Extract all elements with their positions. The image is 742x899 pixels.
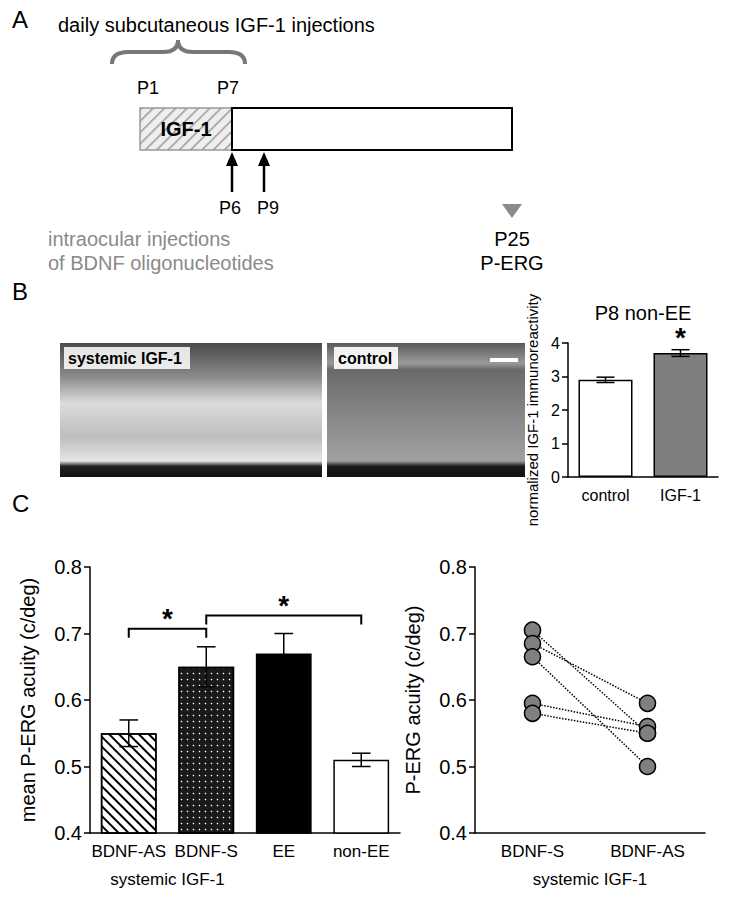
svg-text:0.5: 0.5 [54, 756, 82, 778]
svg-text:P9: P9 [257, 198, 279, 218]
svg-text:of BDNF oligonucleotides: of BDNF oligonucleotides [48, 252, 274, 274]
svg-text:BDNF-S: BDNF-S [501, 842, 564, 861]
svg-text:1: 1 [551, 435, 560, 452]
svg-text:P-ERG: P-ERG [480, 252, 543, 274]
svg-text:P25: P25 [494, 228, 530, 250]
svg-text:systemic IGF-1: systemic IGF-1 [68, 350, 182, 367]
svg-text:*: * [278, 590, 289, 621]
svg-text:daily subcutaneous IGF-1 injec: daily subcutaneous IGF-1 injections [58, 14, 375, 36]
svg-text:0.4: 0.4 [54, 822, 82, 844]
svg-text:intraocular injections: intraocular injections [48, 228, 230, 250]
svg-text:P6: P6 [219, 198, 241, 218]
svg-text:0: 0 [551, 469, 560, 486]
svg-text:P1: P1 [137, 78, 159, 98]
svg-text:3: 3 [551, 368, 560, 385]
svg-text:*: * [675, 322, 686, 353]
svg-text:BDNF-S: BDNF-S [175, 842, 238, 861]
svg-text:systemic IGF-1: systemic IGF-1 [110, 870, 224, 889]
svg-text:control: control [338, 350, 392, 367]
svg-text:*: * [162, 603, 173, 634]
svg-text:non-EE: non-EE [333, 842, 390, 861]
svg-text:0.8: 0.8 [54, 556, 82, 578]
svg-text:B: B [12, 278, 28, 305]
svg-text:C: C [12, 490, 29, 517]
svg-text:P-ERG acuity (c/deg): P-ERG acuity (c/deg) [402, 606, 424, 795]
svg-text:0.8: 0.8 [439, 556, 467, 578]
svg-text:4: 4 [551, 335, 560, 352]
svg-text:BDNF-AS: BDNF-AS [91, 842, 166, 861]
svg-text:control: control [581, 487, 629, 504]
svg-text:A: A [12, 6, 28, 33]
svg-text:normalized IGF-1 immunoreactiv: normalized IGF-1 immunoreactivity [524, 293, 541, 526]
svg-text:EE: EE [272, 842, 295, 861]
svg-text:0.5: 0.5 [439, 756, 467, 778]
svg-text:0.7: 0.7 [54, 623, 82, 645]
svg-text:systemic IGF-1: systemic IGF-1 [533, 870, 647, 889]
svg-text:0.7: 0.7 [439, 623, 467, 645]
svg-text:IGF-1: IGF-1 [660, 487, 701, 504]
svg-text:0.6: 0.6 [439, 689, 467, 711]
svg-text:2: 2 [551, 402, 560, 419]
svg-text:P8 non-EE: P8 non-EE [595, 302, 692, 324]
svg-text:P7: P7 [217, 78, 239, 98]
svg-text:0.6: 0.6 [54, 689, 82, 711]
svg-text:0.4: 0.4 [439, 822, 467, 844]
svg-text:BDNF-AS: BDNF-AS [610, 842, 685, 861]
svg-text:IGF-1: IGF-1 [160, 118, 211, 140]
svg-text:mean P-ERG acuity (c/deg): mean P-ERG acuity (c/deg) [17, 578, 39, 823]
